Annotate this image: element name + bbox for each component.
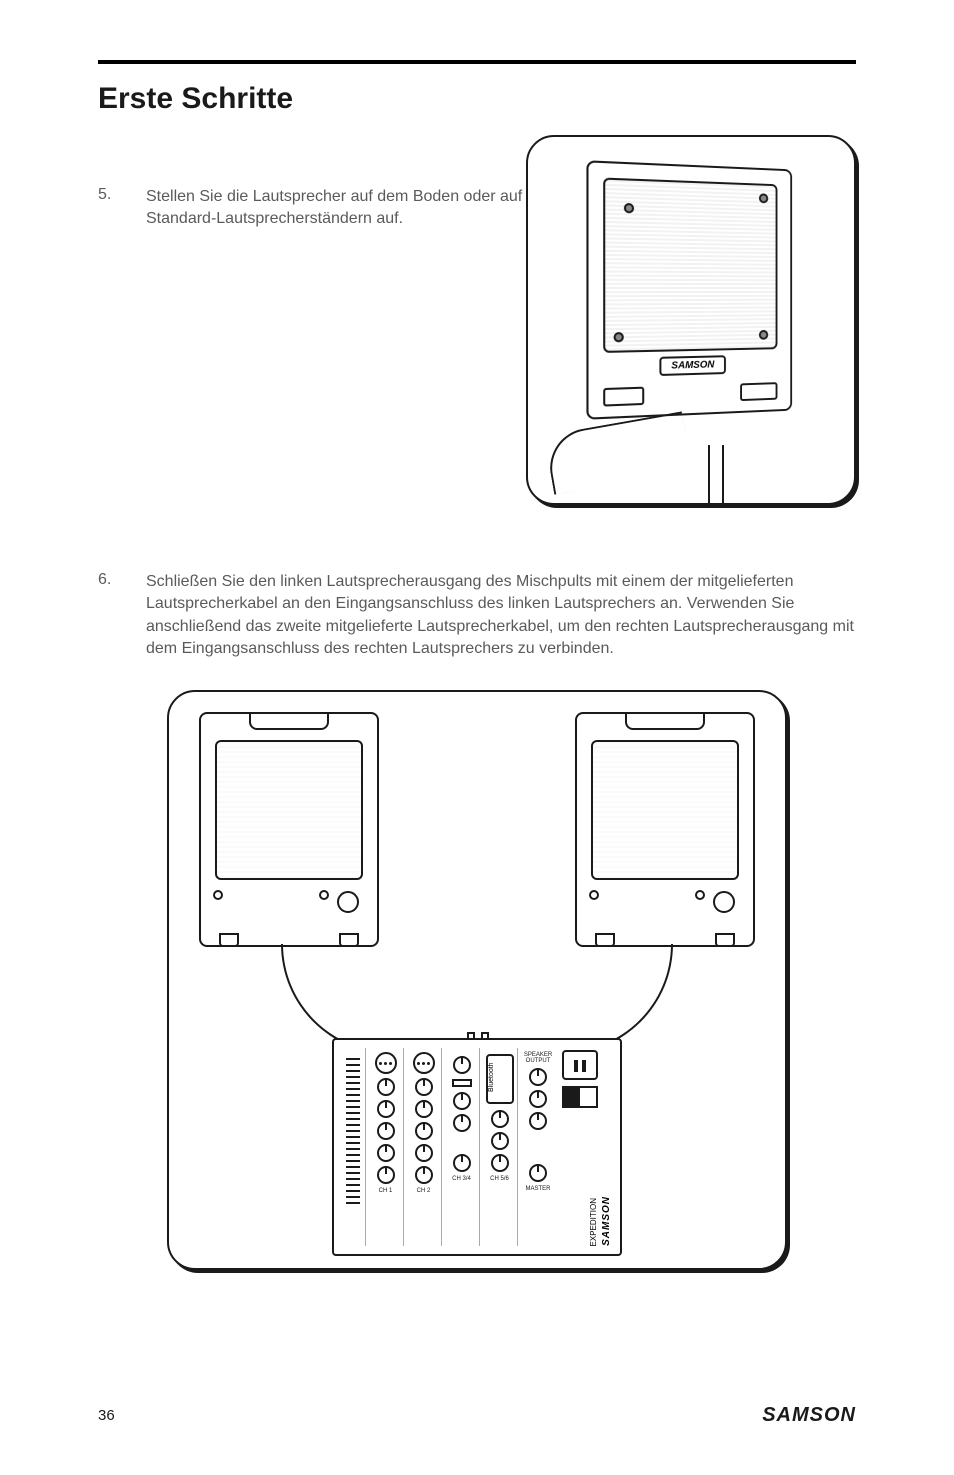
step-6: 6. Schließen Sie den linken Lautsprecher… [98, 571, 856, 661]
grill-screw-icon [759, 193, 768, 203]
mixer-channel-3-4: CH 3/4 [444, 1048, 480, 1246]
link-switch-icon [452, 1079, 472, 1087]
grill-screw-icon [614, 332, 624, 342]
eq-knob-icon [453, 1092, 471, 1110]
fx-select-knob-icon [491, 1110, 509, 1128]
step-6-block: 6. Schließen Sie den linken Lautsprecher… [98, 571, 856, 1271]
grill-screw-icon [759, 330, 768, 340]
title-rule [98, 60, 856, 64]
speaker-input-jack-icon [337, 891, 359, 913]
speaker-foot-icon [219, 933, 239, 947]
channel-1-label: CH 1 [368, 1188, 403, 1194]
speaker-out-jack-icon [529, 1068, 547, 1086]
level-knob-icon [491, 1154, 509, 1172]
fx-knob-icon [377, 1144, 395, 1162]
speaker-handle-icon [625, 712, 705, 730]
speaker-rear-panel [591, 740, 739, 880]
page-number: 36 [98, 1407, 115, 1424]
level-meter-icon [346, 1054, 360, 1204]
step-5-text: Stellen Sie die Lautsprecher auf dem Bod… [146, 186, 536, 231]
step-6-text: Schließen Sie den linken Lautsprecheraus… [146, 571, 856, 661]
ac-inlet-icon [562, 1050, 598, 1080]
master-label: MASTER [520, 1186, 556, 1192]
step-5-number: 5. [98, 186, 118, 204]
xlr-input-icon [375, 1052, 397, 1074]
speaker-foot-icon [715, 933, 735, 947]
left-speaker-rear [199, 712, 379, 947]
speaker-out-jack-icon [529, 1090, 547, 1108]
screw-icon [213, 890, 223, 900]
mixer-power-section [548, 1048, 612, 1148]
channel-3-4-label: CH 3/4 [444, 1176, 479, 1182]
figure-frame: CH 1 CH 2 [167, 690, 787, 1270]
speaker-input-jack-icon [713, 891, 735, 913]
level-knob-icon [377, 1166, 395, 1184]
power-switch-icon [562, 1086, 598, 1108]
fx-level-knob-icon [491, 1132, 509, 1150]
eq-knob-icon [453, 1114, 471, 1132]
xlr-input-icon [413, 1052, 435, 1074]
wiring-wrap: CH 1 CH 2 [169, 692, 785, 1268]
mixer-channel-1: CH 1 [368, 1048, 404, 1246]
fx-knob-icon [415, 1144, 433, 1162]
screw-icon [589, 890, 599, 900]
stand-pole-icon [708, 445, 724, 505]
gain-knob-icon [377, 1078, 395, 1096]
channel-2-label: CH 2 [406, 1188, 441, 1194]
channel-5-6-label: CH 5/6 [482, 1176, 517, 1182]
speaker-badge: SAMSON [659, 355, 725, 376]
screw-icon [319, 890, 329, 900]
level-knob-icon [415, 1166, 433, 1184]
level-knob-icon [453, 1154, 471, 1172]
screw-icon [695, 890, 705, 900]
eq-knob-icon [377, 1122, 395, 1140]
right-speaker-rear [575, 712, 755, 947]
mixer-model: EXPEDITION [589, 1198, 598, 1246]
figure-frame: SAMSON [526, 135, 856, 505]
eq-knob-icon [415, 1122, 433, 1140]
speaker-rear-panel [215, 740, 363, 880]
footer-brand: SAMSON [762, 1404, 856, 1427]
speaker-front-illustration: SAMSON [586, 160, 792, 419]
speaker-port-icon [603, 387, 644, 407]
eq-knob-icon [415, 1100, 433, 1118]
hand-icon [544, 411, 692, 494]
step-6-number: 6. [98, 571, 118, 589]
grill-screw-icon [624, 203, 634, 214]
mixer-channel-5-6: Bluetooth CH 5/6 [482, 1048, 518, 1246]
figure-wiring-diagram: CH 1 CH 2 [167, 690, 787, 1270]
mixer-meter-strip [340, 1048, 366, 1246]
eq-knob-icon [377, 1100, 395, 1118]
mixer-panel: CH 1 CH 2 [332, 1038, 622, 1256]
mixer-channel-2: CH 2 [406, 1048, 442, 1246]
speaker-handle-icon [249, 712, 329, 730]
bluetooth-module: Bluetooth [486, 1054, 514, 1104]
figure-speaker-on-stand: SAMSON [526, 135, 856, 505]
speaker-port-icon [740, 382, 777, 401]
master-knob-icon [529, 1164, 547, 1182]
page-footer: 36 SAMSON [98, 1404, 856, 1427]
speaker-grill [603, 178, 777, 353]
gain-knob-icon [415, 1078, 433, 1096]
page-title: Erste Schritte [98, 82, 856, 116]
monitor-out-icon [529, 1112, 547, 1130]
line-in-icon [453, 1056, 471, 1074]
mixer-brand: SAMSON [601, 1196, 612, 1246]
